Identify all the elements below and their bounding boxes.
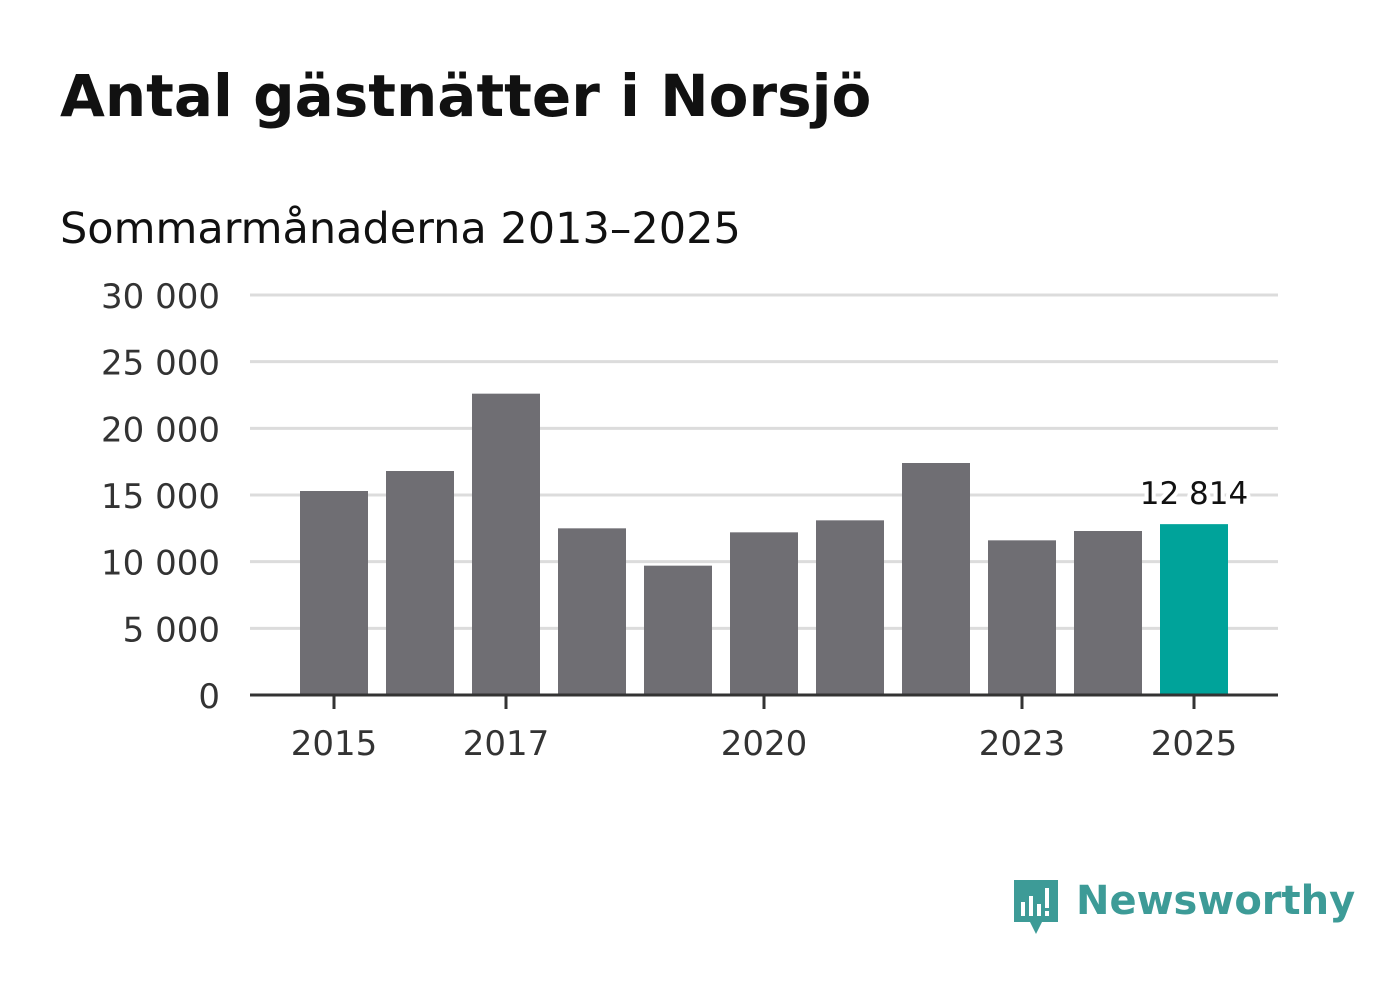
x-tick-label: 2017 xyxy=(463,724,550,764)
newsworthy-logo-icon xyxy=(1014,880,1058,934)
y-tick-label: 20 000 xyxy=(101,410,220,450)
bar xyxy=(1074,531,1142,695)
y-tick-label: 10 000 xyxy=(101,544,220,584)
x-tick-label: 2023 xyxy=(979,724,1066,764)
y-tick-label: 0 xyxy=(198,677,220,717)
x-tick-label: 2020 xyxy=(721,724,808,764)
bar xyxy=(472,393,540,695)
bar-highlighted xyxy=(1160,524,1228,695)
bar xyxy=(558,528,626,695)
x-tick-label: 2015 xyxy=(291,724,378,764)
bar xyxy=(730,532,798,695)
x-tick-label: 2025 xyxy=(1151,724,1238,764)
bar xyxy=(644,565,712,695)
bar xyxy=(386,471,454,695)
data-label: 12 814 xyxy=(1140,476,1248,512)
brand: Newsworthy xyxy=(1010,876,1355,940)
y-tick-label: 25 000 xyxy=(101,344,220,384)
bar xyxy=(988,540,1056,695)
brand-name: Newsworthy xyxy=(1076,878,1356,924)
y-tick-label: 15 000 xyxy=(101,477,220,517)
y-tick-label: 5 000 xyxy=(123,610,220,650)
bar xyxy=(902,463,970,695)
bar xyxy=(300,491,368,695)
bar xyxy=(816,520,884,695)
chart-title: Antal gästnätter i Norsjö xyxy=(60,62,872,130)
y-tick-label: 30 000 xyxy=(101,277,220,317)
chart-subtitle: Sommarmånaderna 2013–2025 xyxy=(60,204,741,254)
